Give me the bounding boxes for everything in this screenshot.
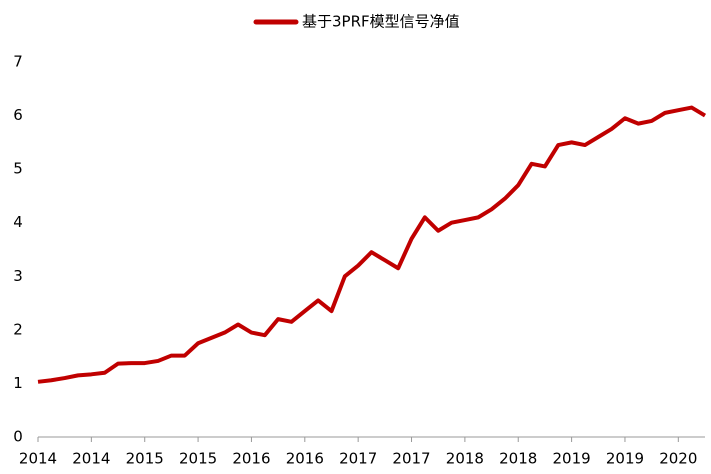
x-tick-label: 2016 <box>232 450 270 468</box>
legend-label: 基于3PRF模型信号净值 <box>302 13 460 31</box>
y-tick-label: 6 <box>13 106 23 124</box>
x-tick-label: 2019 <box>553 450 591 468</box>
y-tick-label: 7 <box>13 53 23 71</box>
x-tick-label: 2015 <box>126 450 164 468</box>
x-tick-label: 2015 <box>179 450 217 468</box>
x-tick-label: 2017 <box>339 450 377 468</box>
y-tick-label: 3 <box>13 267 23 285</box>
x-tick-label: 2020 <box>659 450 697 468</box>
y-tick-label: 0 <box>13 428 23 446</box>
x-tick-label: 2014 <box>72 450 110 468</box>
x-tick-label: 2019 <box>606 450 644 468</box>
y-tick-label: 5 <box>13 160 23 178</box>
y-tick-label: 4 <box>13 213 23 231</box>
x-tick-label: 2018 <box>446 450 484 468</box>
x-tick-label: 2014 <box>19 450 57 468</box>
y-tick-label: 2 <box>13 320 23 338</box>
x-tick-label: 2018 <box>499 450 537 468</box>
x-tick-label: 2017 <box>392 450 430 468</box>
line <box>37 105 707 384</box>
x-tick-label: 2016 <box>286 450 324 468</box>
y-tick-label: 1 <box>13 374 23 392</box>
